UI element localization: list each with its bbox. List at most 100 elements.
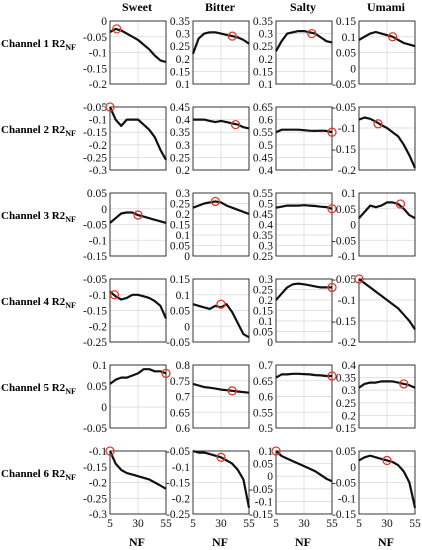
column-title-umami: Umami — [367, 0, 406, 14]
series-line — [275, 372, 332, 379]
y-tick-label: 0.35 — [253, 230, 273, 242]
y-tick-label: 0.15 — [170, 66, 190, 78]
panel-ch5-salty: 0.7 0.65 0.6 0.55 0.5 — [253, 360, 337, 435]
y-tick-label: 0.65 — [170, 407, 190, 419]
y-tick-label: 0 — [267, 471, 273, 483]
selected-point-marker — [307, 28, 317, 39]
y-tick-label: 0.1 — [259, 316, 274, 328]
selected-point-marker — [105, 102, 115, 112]
y-tick-label: 0.05 — [170, 241, 190, 253]
y-tick-label: 0.55 — [253, 188, 273, 200]
y-tick-label: -0.2 — [89, 79, 107, 91]
y-tick-label: 0.15 — [170, 274, 190, 286]
y-tick-label: 0.6 — [176, 423, 191, 435]
panel-ch3-umami: 0.1 0.05 0 -0.05 -0.1 — [332, 188, 416, 263]
plot-frame — [358, 278, 416, 343]
selected-point-marker — [112, 24, 122, 34]
y-tick-label: 0.3 — [176, 188, 191, 200]
y-tick-label: 0.4 — [176, 115, 191, 127]
panel-ch6-umami: 0.05 0 -0.05 -0.1 -0.155 30 55 — [332, 446, 421, 530]
y-tick-label: -0.15 — [83, 251, 107, 263]
y-tick-label: -0.05 — [332, 102, 356, 114]
y-tick-label: -0.1 — [89, 446, 107, 458]
y-tick-label: -0.25 — [166, 509, 190, 521]
y-tick-label: 0.65 — [253, 376, 273, 388]
series-line — [358, 201, 416, 220]
y-tick-label: -0.2 — [172, 493, 190, 505]
y-tick-label: 0.25 — [253, 285, 273, 297]
y-tick-label: 0.1 — [342, 32, 357, 44]
x-tick-label: 30 — [215, 518, 227, 530]
panel-ch6-sweet: -0.1 -0.15 -0.2 -0.25 -0.35 30 55 — [83, 446, 172, 530]
y-tick-label: 0.55 — [253, 127, 273, 139]
y-tick-label: 0.1 — [176, 230, 191, 242]
plot-frame — [109, 106, 167, 171]
y-tick-label: -0.1 — [89, 235, 107, 247]
y-tick-label: 0.3 — [259, 241, 274, 253]
plot-frame — [109, 20, 167, 85]
selected-point-marker — [399, 379, 409, 389]
y-tick-label: 0.35 — [170, 16, 190, 28]
y-tick-label: 0.6 — [259, 115, 274, 127]
y-tick-label: -0.2 — [89, 321, 107, 333]
y-tick-label: 0.15 — [336, 16, 356, 28]
plot-frame — [192, 192, 250, 257]
selected-point-marker — [161, 368, 171, 379]
panel-ch3-bitter: 0.30.250.20.150.10.050 — [170, 188, 250, 263]
y-tick-label: -0.05 — [332, 274, 356, 286]
y-tick-label: 0.05 — [87, 381, 107, 393]
y-tick-label: 0.4 — [259, 220, 274, 232]
y-tick-label: 0.05 — [253, 459, 273, 471]
selected-point-marker — [327, 282, 337, 293]
y-tick-label: 0 — [350, 63, 356, 75]
y-tick-label: 0.65 — [253, 102, 273, 114]
y-tick-label: 0.35 — [170, 127, 190, 139]
series-line — [108, 450, 167, 490]
x-tick-label: 5 — [356, 518, 362, 530]
plot-frame — [109, 278, 167, 343]
row-label-channel-5: Channel 5 R2NF — [1, 382, 76, 396]
selected-point-marker — [354, 274, 364, 284]
panel-ch1-umami: 0.15 0.1 0.05 0 -0.05 — [332, 16, 416, 91]
selected-point-marker — [105, 446, 115, 456]
plot-frame — [275, 364, 333, 429]
row-label-channel-3: Channel 3 R2NF — [1, 210, 76, 224]
y-tick-label: -0.15 — [332, 316, 356, 328]
x-tick-label: 5 — [107, 518, 113, 530]
plot-frame — [275, 278, 333, 343]
x-tick-label: 55 — [326, 518, 338, 530]
y-tick-label: 0.25 — [253, 41, 273, 53]
y-tick-label: -0.15 — [83, 462, 107, 474]
series-line — [358, 454, 417, 508]
y-tick-label: 0 — [350, 220, 356, 232]
y-tick-label: -0.15 — [249, 509, 273, 521]
panel-ch3-salty: 0.550.50.450.40.350.30.25 — [253, 188, 337, 263]
y-tick-label: -0.25 — [83, 493, 107, 505]
panel-ch2-salty: 0.650.60.550.50.450.4 — [253, 102, 337, 177]
y-tick-label: 0.7 — [259, 360, 274, 372]
y-tick-label: 0.2 — [176, 165, 191, 177]
row-label-channel-6: Channel 6 R2NF — [1, 468, 76, 482]
y-tick-label: 0 — [184, 251, 190, 263]
plot-frame — [109, 192, 167, 257]
y-tick-label: 0.45 — [253, 209, 273, 221]
y-tick-label: 0.1 — [259, 79, 274, 91]
y-tick-label: 0.4 — [342, 360, 357, 372]
y-tick-label: 0.15 — [170, 220, 190, 232]
x-axis-label-umami: NF — [378, 535, 394, 549]
y-tick-label: -0.1 — [172, 462, 190, 474]
y-tick-label: 0.2 — [176, 209, 191, 221]
panel-ch2-sweet: -0.05-0.1-0.15-0.2-0.25-0.3 — [83, 102, 167, 177]
y-tick-label: 0.4 — [259, 165, 274, 177]
y-tick-label: -0.3 — [89, 509, 107, 521]
y-tick-label: 0.3 — [259, 274, 274, 286]
y-tick-label: 0.2 — [259, 295, 274, 307]
panel-ch2-umami: -0.05 -0.1 -0.15 -0.2 — [332, 102, 417, 177]
y-tick-label: 0.15 — [336, 423, 356, 435]
plot-frame — [275, 450, 333, 515]
y-tick-label: -0.05 — [83, 32, 107, 44]
column-title-sweet: Sweet — [122, 0, 152, 14]
y-tick-label: 0.3 — [342, 385, 357, 397]
selected-point-marker — [216, 452, 226, 462]
series-line — [358, 380, 416, 389]
